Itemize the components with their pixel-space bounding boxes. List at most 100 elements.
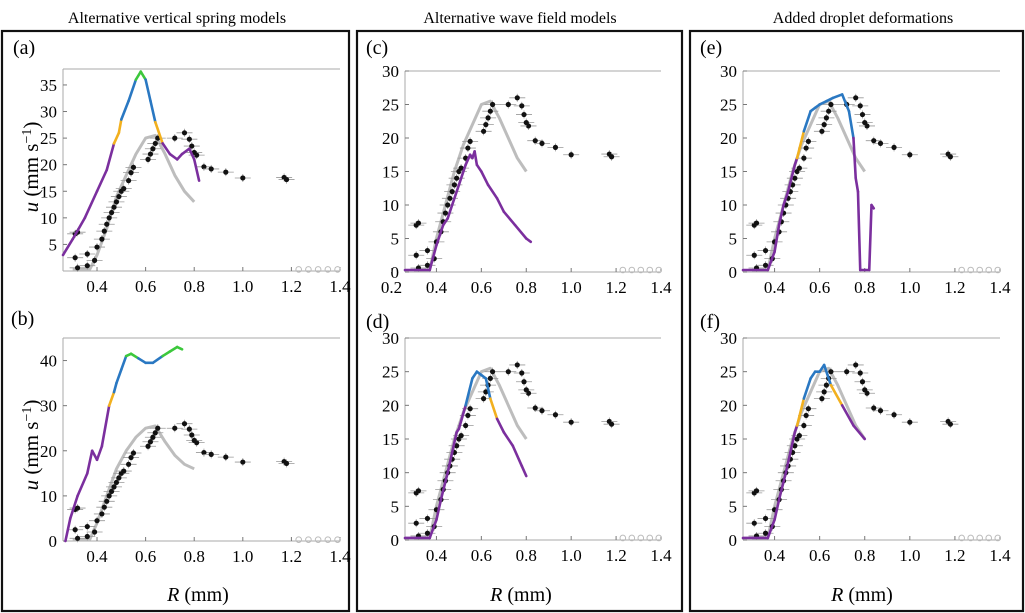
data-point [907, 419, 913, 425]
panel-c: (c) 0 5 10 15 20 25 30 0.2 0.4 0.6 0.8 1.0 1.2 1.4 [366, 37, 672, 297]
model-curve-segment [112, 131, 121, 145]
panel-label-d: (d) [366, 311, 389, 333]
model-curve-segment [95, 168, 109, 193]
y-tick-label: 35 [40, 76, 57, 95]
data-point [111, 204, 117, 210]
model-curve-segment [831, 93, 844, 100]
data-point [104, 221, 110, 227]
model-curve-segment [137, 356, 147, 365]
y-tick-label: 25 [720, 96, 737, 115]
data-point [514, 362, 520, 368]
y-tick-label: 5 [391, 497, 400, 516]
y-tick-label: 15 [382, 430, 399, 449]
panel-label-b: (b) [11, 308, 34, 330]
model-curve-segment [782, 190, 790, 207]
x-tick-label: 0.8 [184, 547, 205, 566]
model-curve-segment [870, 203, 876, 210]
data-point [857, 103, 863, 109]
x-tick-label: 1.0 [561, 278, 582, 297]
x-tick-label: 1.0 [232, 277, 253, 296]
model-curve-segment [144, 78, 152, 103]
x-tick-label: 0.6 [471, 546, 492, 565]
model-curve-segment [134, 70, 143, 81]
model-curve-segment [439, 471, 449, 501]
reference-curve [414, 99, 528, 272]
data-point [111, 484, 117, 490]
x-tick-label: 1.4 [989, 546, 1011, 565]
model-curve-segment [180, 147, 191, 156]
data-point [145, 443, 151, 449]
hollow-point [646, 534, 654, 542]
data-point [483, 122, 489, 128]
data-point [415, 488, 422, 494]
y-axis-label-top: u (mm s−1) [19, 122, 43, 213]
data-point [792, 175, 798, 181]
model-curve-segment [95, 444, 104, 462]
data-point [891, 144, 897, 150]
reference-curve [72, 133, 196, 271]
data-point [447, 195, 453, 201]
hollow-point [646, 266, 654, 274]
data-point [208, 166, 214, 172]
hollow-point [994, 534, 1002, 542]
data-point [189, 143, 195, 149]
model-curve-segment [83, 189, 99, 220]
data-point [871, 138, 877, 144]
data-point [113, 199, 120, 205]
model-curve-segment [513, 223, 528, 240]
model-curve-segment [127, 78, 138, 103]
data-point [94, 244, 100, 250]
data-point [413, 520, 419, 526]
hollow-point [637, 266, 645, 274]
model-curve-segment [117, 118, 123, 135]
hollow-point [976, 266, 984, 274]
hollow-point [295, 536, 302, 543]
data-point [101, 504, 107, 510]
model-curve-segment [795, 130, 806, 160]
data-point [150, 434, 156, 440]
model-curve-segment [76, 472, 89, 498]
model-curve-segment [777, 471, 788, 501]
y-tick-label: 20 [720, 129, 737, 148]
x-axis-label-col2: R (mm) [489, 584, 552, 606]
x-tick-label: 0.6 [135, 277, 156, 296]
data-point [121, 468, 127, 474]
hollow-point [637, 534, 645, 542]
hollow-point [334, 266, 341, 273]
y-tick-label: 30 [40, 397, 57, 416]
data-point [465, 412, 471, 419]
hollow-point [305, 536, 312, 543]
x-tick-label: 0.6 [809, 546, 830, 565]
y-tick-label: 15 [720, 430, 737, 449]
model-curve-segment [154, 120, 164, 145]
data-point [454, 175, 460, 181]
x-tick-label: 1.2 [605, 278, 626, 297]
data-point [552, 412, 559, 418]
data-point [467, 406, 473, 412]
y-tick-label: 20 [40, 442, 57, 461]
data-point [532, 405, 538, 411]
y-tick-label: 10 [40, 487, 57, 506]
data-point [150, 146, 156, 152]
model-curve-segment [852, 424, 867, 441]
data-point [201, 164, 207, 170]
y-tick-label: 5 [729, 230, 738, 249]
x-tick-label: 1.4 [650, 546, 672, 565]
hollow-point [994, 266, 1002, 274]
data-point [821, 389, 827, 395]
model-curve-segment [789, 430, 797, 454]
data-point [519, 103, 525, 109]
data-point [859, 111, 866, 118]
hollow-point [655, 534, 663, 542]
y-tick-label: 0 [729, 263, 738, 282]
data-point [947, 421, 954, 427]
data-point [487, 108, 493, 114]
data-point [465, 145, 471, 151]
panel-f: (f) 0 5 10 15 20 25 30 0.4 0.6 0.8 1.0 1.2 1.4 [700, 311, 1011, 565]
data-point [74, 505, 81, 511]
y-tick-label: 30 [720, 62, 737, 81]
data-point [172, 425, 178, 431]
model-curve-segment [105, 142, 116, 172]
data-point [568, 419, 574, 425]
data-point [489, 369, 496, 375]
